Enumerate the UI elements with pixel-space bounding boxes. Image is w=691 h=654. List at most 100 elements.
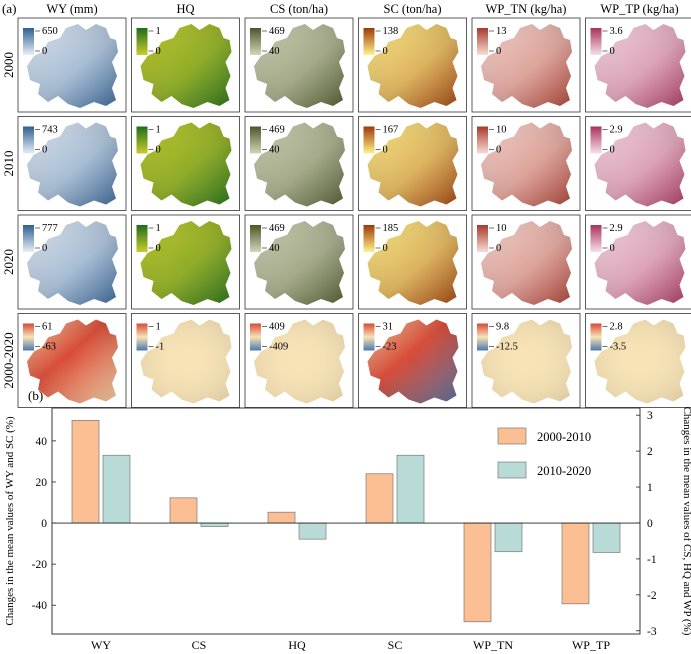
colorbar-max-label: 1 [156,322,161,333]
bar-2010-2020-CS [200,522,229,527]
colorbar [477,225,488,252]
map-panel: 2.90 [585,214,691,310]
colorbar-min-label: 40 [269,243,280,254]
colorbar-max-label: 469 [269,125,285,136]
colorbar-min-label: 0 [496,145,501,156]
legend-label: 2000-2010 [537,430,591,444]
right-tick-label: 2 [647,446,653,458]
colorbar [363,225,375,252]
bar-2000-2010-WY [71,419,100,524]
map-grid: WY (mm) HQ CS (ton/ha) SC (ton/ha) WP_TN (kg… [1,2,691,408]
column-header: SC (ton/ha) [384,2,442,16]
column-header: CS (ton/ha) [270,2,328,16]
left-tick-label: 40 [36,436,48,448]
right-tick-label: 3 [647,410,653,422]
colorbar-max-label: 9.8 [496,322,509,333]
map-panel: 469 40 [244,214,354,310]
colorbar [250,126,261,154]
colorbar-max-label: 3.6 [610,26,623,37]
colorbar-max-label: 13 [496,26,507,37]
colorbar-max-label: 1 [156,223,161,234]
colorbar-min-label: 0 [156,145,161,156]
left-axis-label: Changes in the mean values of WY and SC … [4,416,16,626]
bar-chart: WY CS HQ SC WP_TN WP_TP -40 -20 0 20 40 -3 -2 -1 0 1 2 3 C… [4,407,691,652]
region-map [140,24,232,108]
colorbar [590,323,602,351]
left-tick-label: -40 [32,600,48,612]
right-axis-label: Changes in the mean values of CS, HQ and… [681,407,691,636]
colorbar [363,323,375,351]
region-map [140,221,232,305]
bar-2010-2020-HQ [298,522,327,540]
legend-label: 2010-2020 [537,464,591,478]
colorbar-max-label: 61 [42,322,53,333]
colorbar [590,28,602,55]
colorbar [136,323,148,351]
colorbar-max-label: 1 [156,26,161,37]
bar-2010-2020-WP_TP [592,522,621,553]
colorbar-max-label: 2.9 [610,125,623,136]
colorbar-max-label: 31 [383,322,394,333]
colorbar [250,323,261,351]
map-panel: 31 -23 [358,313,467,408]
colorbar-max-label: 138 [383,26,399,37]
colorbar-max-label: 650 [42,26,58,37]
colorbar [23,323,34,351]
map-panel: 3.60 [585,17,691,113]
colorbar [250,28,261,55]
colorbar-min-label: 0 [610,46,615,57]
colorbar [250,225,261,252]
right-tick-label: -1 [647,554,657,566]
colorbar-min-label: 0 [42,243,47,254]
region-map [481,221,572,305]
colorbar-min-label: 0 [383,243,388,254]
colorbar-min-label: 40 [269,46,280,57]
colorbar-max-label: 469 [269,26,285,37]
map-panel: 10 0 [471,214,581,310]
colorbar-min-label: -12.5 [496,342,518,353]
colorbar [363,28,375,55]
colorbar [23,126,34,154]
colorbar-min-label: 0 [496,243,501,254]
colorbar-max-label: 409 [269,322,285,333]
bar-2000-2010-WP_TP [561,522,590,605]
legend-swatch [497,461,527,479]
map-panel: 2.8 -3.5 [585,313,691,408]
map-panel: 10 [131,214,240,310]
map-panel: 2.90 [585,116,691,211]
bar-2010-2020-WP_TN [494,522,523,553]
colorbar-min-label: 0 [383,145,388,156]
colorbar [136,225,148,252]
colorbar [23,28,34,55]
colorbar-max-label: 10 [496,223,507,234]
left-tick-label: 20 [36,477,48,489]
map-panel: 10 0 [471,116,581,211]
region-map [481,122,572,207]
bar-2000-2010-CS [169,497,198,524]
colorbar [590,126,602,154]
map-panel: 138 0 [358,17,467,113]
map-panel: 10 [131,17,240,113]
row-label: 2000-2020 [1,332,16,388]
right-tick-label: -3 [647,626,657,638]
map-panel: 743 0 [17,116,127,211]
x-tick-label: WP_TN [473,638,513,652]
colorbar-min-label: 40 [269,145,280,156]
colorbar [363,126,375,154]
bar-2000-2010-SC [365,473,394,524]
map-panel: 61 -63 [17,313,127,408]
colorbar [477,323,488,351]
colorbar-max-label: 2.9 [610,223,623,234]
colorbar-max-label: 743 [42,125,58,136]
map-panel: 777 0 [17,214,127,310]
map-panel: 469 40 [244,17,354,113]
colorbar-max-label: 167 [383,125,399,136]
x-tick-label: HQ [288,638,306,652]
map-panel: 1 -1 [131,313,240,408]
region-map [27,221,118,305]
right-tick-label: 0 [647,518,653,530]
colorbar-max-label: 185 [383,223,399,234]
left-tick-label: -20 [32,559,48,571]
colorbar-min-label: -409 [269,342,288,353]
